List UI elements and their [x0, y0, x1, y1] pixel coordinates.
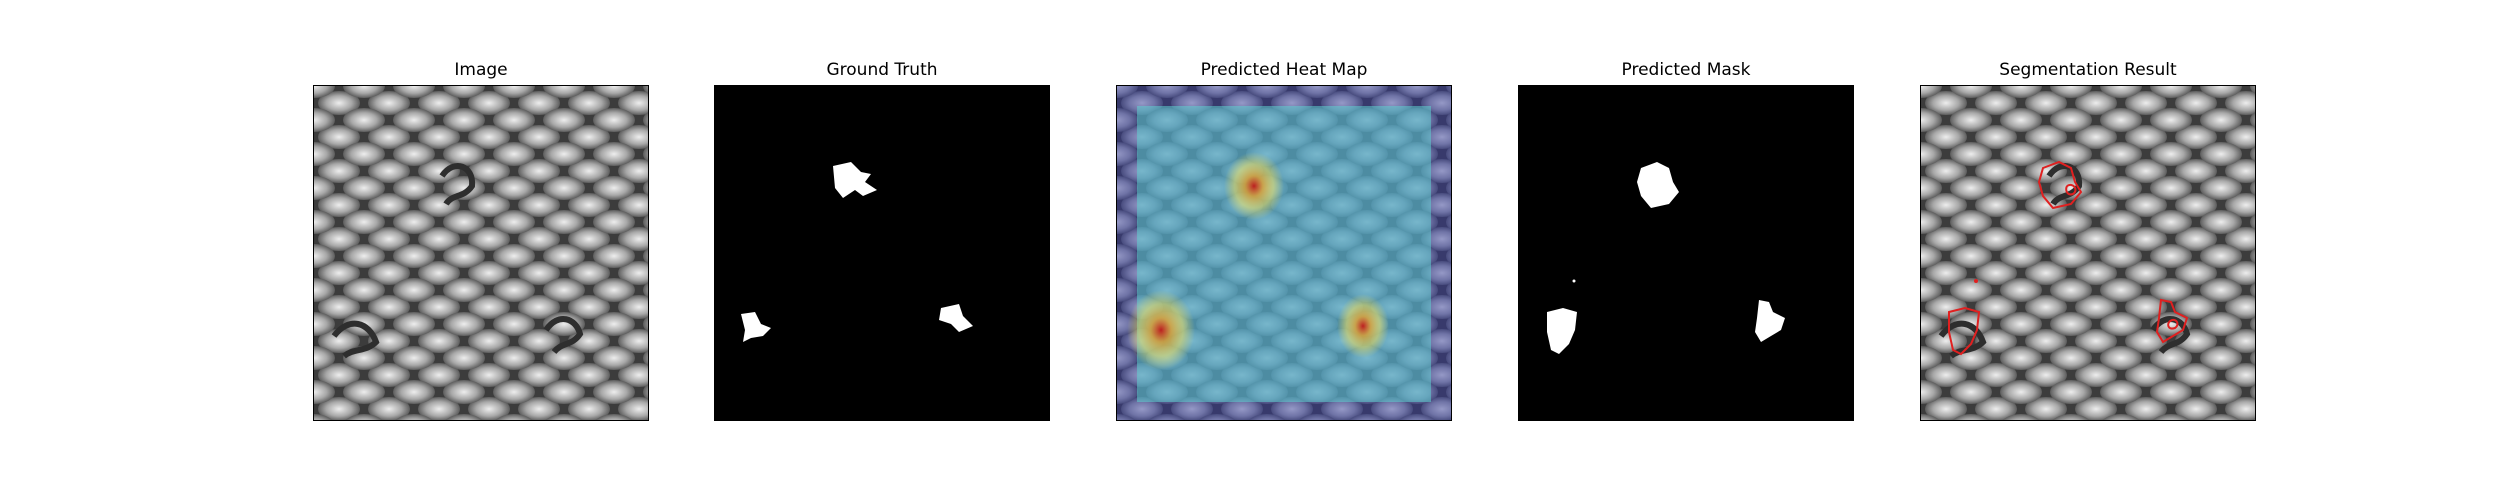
heat-map-graphic: [1117, 86, 1451, 420]
segmentation-result-graphic: [1921, 86, 2255, 420]
ground-truth-mask-graphic: [715, 86, 1049, 420]
segmentation-result: [1920, 85, 2256, 421]
segmentation-contour: [1948, 306, 1981, 356]
panel-title-segmentation-result: Segmentation Result: [1999, 60, 2177, 80]
heat-hotspot: [1127, 290, 1195, 370]
ground-truth-region: [939, 304, 973, 332]
predicted-region: [1637, 162, 1679, 208]
segmentation-contour: [2037, 160, 2083, 210]
predicted-region: [1547, 308, 1577, 354]
panel-title-ground-truth: Ground Truth: [826, 60, 938, 80]
ground-truth-region: [833, 162, 877, 198]
heat-hotspot: [1224, 152, 1284, 220]
panel-title-heat-map: Predicted Heat Map: [1200, 60, 1368, 80]
segmentation-contour: [2155, 298, 2189, 344]
segmentation-speck: [1974, 279, 1978, 283]
predicted-region: [1755, 300, 1785, 342]
predicted-speck: [1572, 279, 1576, 283]
panel-title-image: Image: [454, 60, 508, 80]
predicted-mask: [1518, 85, 1854, 421]
predicted-heat-map: [1116, 85, 1452, 421]
ground-truth-region: [741, 312, 771, 342]
mesh-texture-image: [314, 86, 648, 420]
input-image: [313, 85, 649, 421]
panel-title-predicted-mask: Predicted Mask: [1621, 60, 1751, 80]
predicted-mask-graphic: [1519, 86, 1853, 420]
ground-truth-mask: [714, 85, 1050, 421]
heat-hotspot: [1337, 294, 1389, 358]
